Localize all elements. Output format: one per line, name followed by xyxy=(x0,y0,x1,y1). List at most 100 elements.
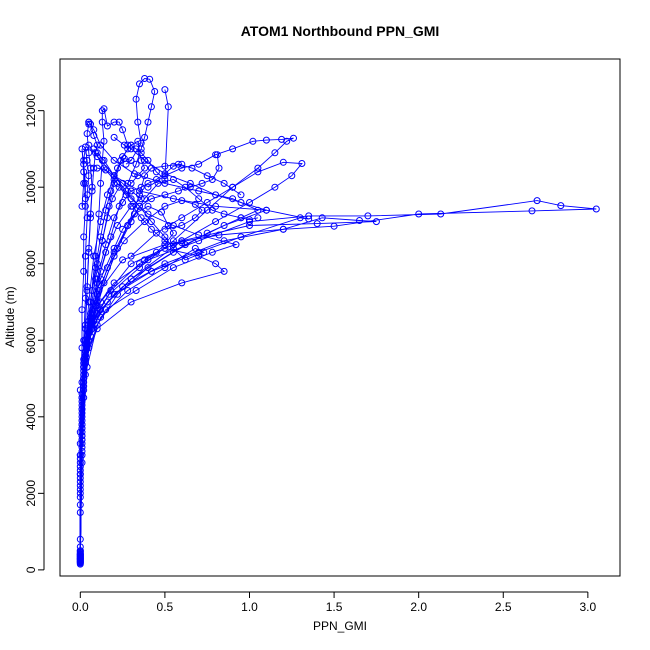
data-point xyxy=(132,95,140,103)
data-point xyxy=(93,275,101,283)
data-point xyxy=(271,149,279,157)
data-point xyxy=(136,80,143,88)
data-point xyxy=(212,260,220,268)
data-point xyxy=(161,244,169,252)
data-point xyxy=(437,210,445,218)
data-point xyxy=(203,229,211,237)
data-point xyxy=(174,187,182,195)
data-point xyxy=(119,256,127,264)
data-point xyxy=(97,179,105,187)
data-point xyxy=(164,103,172,111)
data-point xyxy=(105,290,113,298)
data-point xyxy=(186,179,194,187)
data-point xyxy=(271,183,279,191)
data-point xyxy=(246,199,253,206)
data-point xyxy=(298,160,306,167)
data-point xyxy=(161,191,169,199)
data-point xyxy=(83,283,91,291)
data-point xyxy=(85,149,93,157)
data-point xyxy=(169,237,177,245)
data-point xyxy=(208,206,216,214)
profile-series xyxy=(76,183,186,556)
data-point xyxy=(254,164,262,172)
plot-frame xyxy=(59,58,621,577)
data-point xyxy=(85,244,93,252)
data-point xyxy=(364,212,372,220)
data-point xyxy=(161,86,169,94)
data-point xyxy=(178,237,186,245)
data-point xyxy=(76,551,84,559)
data-point xyxy=(356,217,363,224)
data-point xyxy=(262,136,270,144)
data-point xyxy=(169,248,177,256)
data-point xyxy=(146,75,154,83)
data-point xyxy=(81,195,89,203)
y-tick-label: 0 xyxy=(24,566,38,573)
data-point xyxy=(154,179,162,187)
profile-series xyxy=(76,214,380,566)
data-point xyxy=(141,133,149,141)
data-point xyxy=(98,118,106,126)
data-point xyxy=(279,225,287,233)
data-point xyxy=(115,118,123,126)
data-point xyxy=(191,214,199,222)
data-point xyxy=(528,207,536,215)
data-point xyxy=(83,130,91,138)
data-point xyxy=(88,183,96,191)
data-point xyxy=(119,153,127,161)
data-point xyxy=(87,164,94,172)
data-point xyxy=(181,183,189,191)
data-point xyxy=(110,133,118,141)
data-point xyxy=(200,248,208,256)
data-point xyxy=(161,264,169,272)
data-point xyxy=(80,233,88,241)
data-point xyxy=(296,214,304,222)
x-tick-label: 0.5 xyxy=(157,600,174,614)
data-point xyxy=(203,172,211,180)
data-point xyxy=(249,137,257,145)
series-line xyxy=(79,121,259,555)
data-point xyxy=(93,141,101,149)
data-point xyxy=(78,145,86,153)
data-point xyxy=(191,244,199,252)
data-point xyxy=(161,202,169,210)
data-point xyxy=(262,206,270,214)
data-point xyxy=(100,137,108,145)
data-point xyxy=(152,168,160,176)
data-point xyxy=(195,248,203,256)
data-point xyxy=(132,160,140,168)
data-point xyxy=(178,222,186,229)
data-point xyxy=(181,256,189,264)
data-point xyxy=(169,229,177,237)
profile-series xyxy=(76,118,262,559)
profile-series xyxy=(76,197,206,561)
data-point xyxy=(169,162,177,170)
data-point xyxy=(246,216,253,224)
series-line xyxy=(79,217,377,563)
data-point xyxy=(144,202,152,210)
data-point xyxy=(213,151,221,159)
data-point xyxy=(178,239,186,247)
data-point xyxy=(161,237,169,245)
data-point xyxy=(85,172,93,180)
data-point xyxy=(318,214,326,222)
data-point xyxy=(103,191,111,199)
data-point xyxy=(100,164,108,172)
data-point xyxy=(288,172,296,180)
data-point xyxy=(110,176,118,183)
data-point xyxy=(134,118,142,126)
data-point xyxy=(229,145,237,153)
data-point xyxy=(127,260,135,268)
data-point xyxy=(127,179,135,187)
data-point xyxy=(127,187,135,195)
data-point xyxy=(100,105,108,113)
x-tick-label: 2.0 xyxy=(410,600,427,614)
data-point xyxy=(83,325,91,333)
x-tick-label: 2.5 xyxy=(495,600,512,614)
y-tick-label: 6000 xyxy=(24,327,38,354)
data-point xyxy=(147,103,155,111)
y-tick-label: 4000 xyxy=(24,403,38,430)
data-point xyxy=(232,241,240,249)
data-point xyxy=(198,179,206,187)
